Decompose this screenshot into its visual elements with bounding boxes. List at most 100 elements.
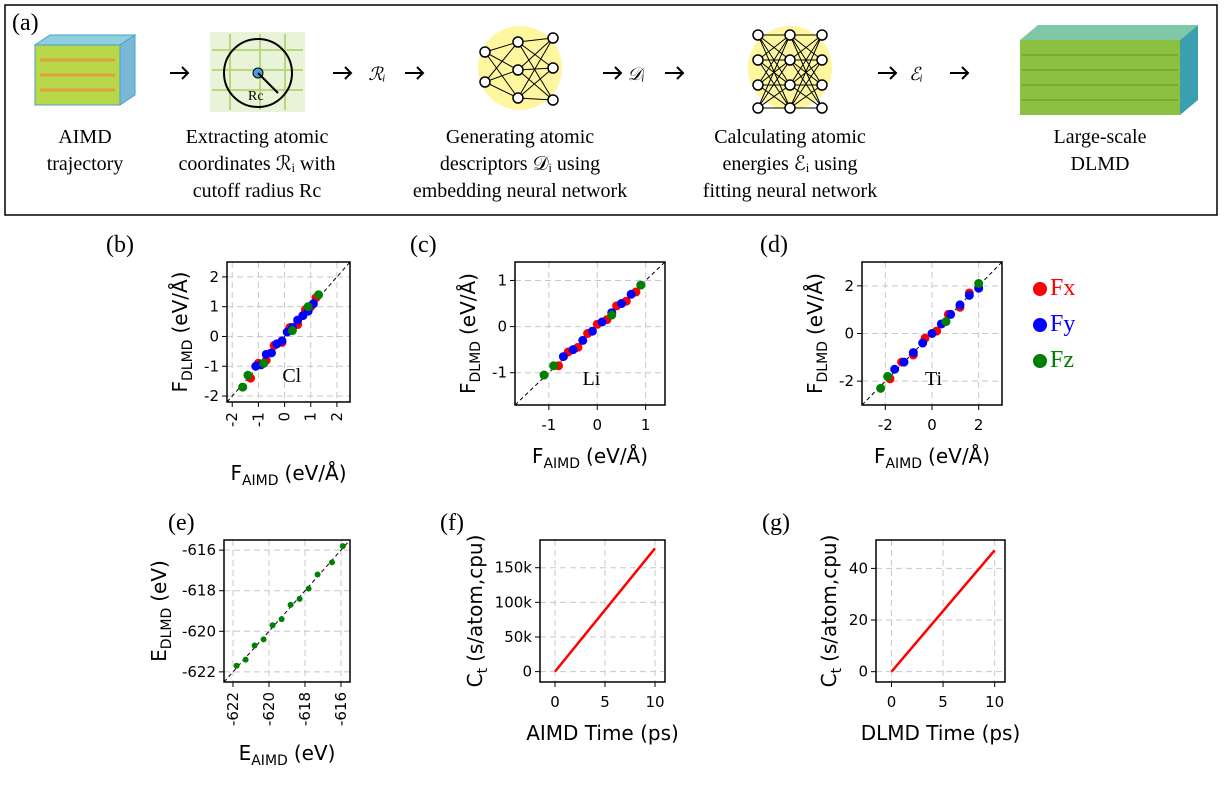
legend-label: Fz	[1050, 347, 1074, 373]
annotation: Cl	[282, 365, 301, 387]
x-tick-label: 0	[592, 416, 602, 434]
fitting-network-icon	[748, 26, 832, 114]
axis-label-main: E	[147, 649, 171, 662]
axis-label-sub: DLMD	[159, 608, 175, 649]
step-caption: embedding neural network	[413, 180, 627, 202]
axis-label: FDLMD (eV/Å)	[168, 272, 196, 393]
point	[251, 642, 258, 649]
axis-label: FDLMD (eV/Å)	[456, 273, 484, 394]
axis-label: FAIMD (eV/Å)	[874, 444, 990, 472]
axis-label: EAIMD (eV)	[239, 741, 336, 769]
point	[558, 352, 568, 362]
plot-frame	[226, 261, 351, 403]
axis-label-unit: (eV/Å)	[803, 273, 827, 335]
point	[238, 382, 248, 392]
point	[626, 289, 636, 299]
y-tick-label: 2	[209, 268, 219, 286]
x-tick-label: 0	[550, 693, 560, 711]
x-tick-label: -622	[224, 692, 242, 726]
point	[259, 358, 269, 368]
axis-label-main: AIMD Time (ps)	[526, 721, 679, 745]
axis-label-main: F	[230, 461, 242, 485]
cutoff-icon	[210, 32, 305, 112]
step-caption: Generating atomic	[446, 126, 594, 148]
axis-label-main: C	[817, 673, 841, 687]
plot-frame	[861, 261, 1003, 406]
point	[314, 571, 321, 578]
point	[287, 601, 294, 608]
cutoff-label: Rc	[248, 89, 264, 104]
y-tick-label: 50k	[504, 628, 532, 646]
panel-label: (g)	[762, 510, 790, 536]
step-caption: trajectory	[47, 153, 124, 175]
point	[568, 345, 578, 355]
y-tick-label: -1	[492, 364, 507, 382]
axis-label-unit: (eV/Å)	[928, 444, 990, 468]
axis-label-main: F	[456, 382, 480, 394]
panel-label: (b)	[106, 232, 134, 258]
axis-label: FDLMD (eV/Å)	[803, 273, 831, 394]
y-tick-label: -616	[182, 541, 216, 559]
point	[876, 383, 886, 393]
point	[278, 616, 285, 623]
point	[908, 348, 918, 358]
axis-label-unit: (eV/Å)	[456, 273, 480, 335]
point	[587, 326, 597, 336]
point	[636, 280, 646, 290]
x-tick-label: 0	[887, 693, 897, 711]
x-tick-label: 10	[985, 693, 1004, 711]
legend-label: Fx	[1050, 275, 1075, 301]
aimd-icon	[33, 34, 137, 106]
point	[883, 371, 893, 381]
y-tick-label: -2	[839, 372, 854, 390]
y-tick-label: 0	[858, 663, 868, 681]
step-caption: Calculating atomic	[714, 126, 866, 148]
y-tick-label: 40	[849, 559, 868, 577]
point	[339, 543, 346, 550]
x-tick-label: -2	[878, 416, 893, 434]
step-caption: Extracting atomic	[186, 126, 329, 148]
point	[597, 317, 607, 327]
point	[890, 364, 900, 374]
y-tick-label: 100k	[495, 593, 533, 611]
step-caption: DLMD	[1071, 153, 1130, 175]
arrow	[405, 66, 425, 80]
panel-label: (f)	[440, 510, 464, 536]
step-caption: coordinates ℛᵢ with	[179, 153, 336, 175]
arrow	[603, 66, 623, 80]
point	[233, 662, 240, 669]
y-tick-label: 2	[844, 277, 854, 295]
y-tick-label: 0	[844, 325, 854, 343]
panel-label: (d)	[760, 232, 788, 258]
axis-label-sub: DLMD	[180, 340, 196, 381]
step-caption: AIMD	[58, 126, 111, 148]
plot-frame	[514, 261, 666, 406]
x-tick-label: -2	[223, 412, 241, 427]
axis-label-unit: (eV)	[294, 741, 336, 765]
point	[277, 336, 287, 346]
axis-label-unit: (s/atom,cpu)	[463, 535, 487, 662]
legend-marker	[1033, 282, 1047, 296]
point	[616, 299, 626, 309]
axis-label-sub: AIMD	[885, 456, 922, 472]
legend-label: Fy	[1050, 311, 1075, 337]
x-tick-label: -1	[541, 416, 556, 434]
axis-label: DLMD Time (ps)	[861, 721, 1021, 745]
point	[918, 338, 928, 348]
axis-label-sub: DLMD	[468, 341, 484, 382]
axis-label-main: F	[874, 444, 886, 468]
point	[296, 595, 303, 602]
point	[899, 357, 909, 367]
legend-marker	[1033, 318, 1047, 332]
arrow	[333, 66, 353, 80]
axis-label-unit: (eV)	[147, 560, 171, 602]
symbol: ℛᵢ	[368, 64, 385, 84]
axis-label-unit: (eV/Å)	[586, 444, 648, 468]
plot-frame	[875, 539, 1006, 683]
symbol: 𝒟ᵢ	[627, 64, 645, 84]
x-tick-label: -1	[249, 412, 267, 427]
y-tick-label: -618	[182, 582, 216, 600]
arrow	[878, 66, 898, 80]
point	[974, 278, 984, 288]
